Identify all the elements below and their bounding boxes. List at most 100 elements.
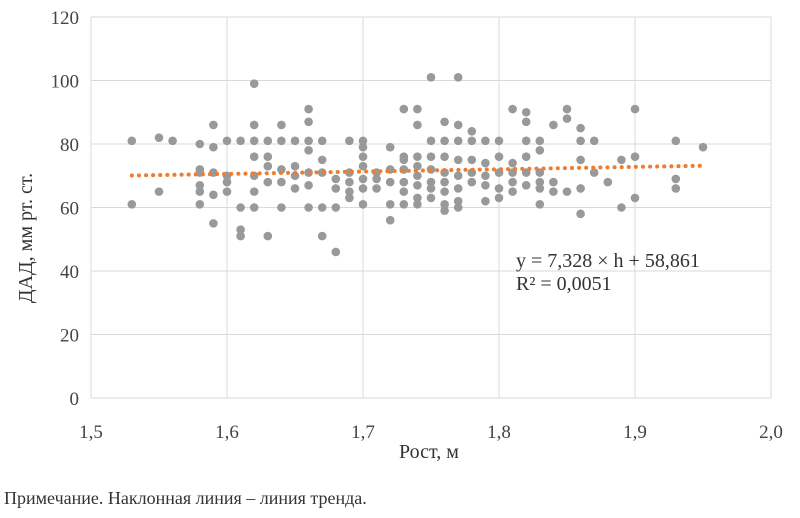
data-point [331,247,341,257]
data-point [453,136,463,146]
data-point [481,136,490,146]
data-point [426,136,436,146]
data-point [249,120,259,130]
data-point [290,161,300,171]
data-point [426,73,436,82]
data-point [481,196,490,206]
data-point [576,123,585,133]
data-point [630,152,640,161]
data-point [236,136,245,146]
data-point [372,184,381,193]
data-point [535,146,545,155]
data-point [209,219,218,228]
trendline-equation: y = 7,328 × h + 58,861 [516,250,700,272]
figure-note: Примечание. Наклонная линия – линия трен… [4,488,367,508]
data-point [535,168,545,177]
data-point [358,184,368,193]
y-axis-title: ДАД, мм рт. ст. [15,173,37,303]
data-point [236,231,245,241]
data-point [549,120,558,130]
data-point [521,136,531,146]
data-point [358,161,368,171]
data-point [358,174,368,184]
data-point [222,187,232,196]
data-point [521,117,531,127]
data-point [562,114,572,123]
data-point [535,200,545,209]
data-point [453,120,463,130]
data-point [249,203,259,212]
data-point [494,152,504,161]
trendline-path [129,163,705,178]
data-point [521,107,531,117]
data-points [127,73,708,257]
x-tick-label: 1,8 [487,422,511,443]
data-point [549,177,558,187]
data-point [399,104,409,114]
data-point [385,142,395,152]
data-point [440,187,449,196]
data-point [345,136,354,146]
data-point [521,180,531,190]
y-tick-label: 120 [51,8,80,29]
data-point [263,177,273,187]
data-point [304,136,313,146]
x-tick-label: 1,6 [215,422,239,443]
data-point [304,180,313,190]
data-point [154,133,164,142]
data-point [277,165,286,174]
data-point [576,209,585,219]
data-point [263,161,273,171]
data-point [494,193,504,203]
x-tick-label: 2,0 [759,422,783,443]
data-point [304,104,313,114]
data-point [331,203,341,212]
data-point [222,136,232,146]
data-point [481,158,490,168]
data-point [290,184,300,193]
data-point [508,177,517,187]
data-point [535,136,545,146]
scatter-chart: 1,5 1,6 1,7 1,8 1,9 2,0 0 20 40 60 80 100 120 y = 7… [15,8,783,463]
data-point [372,174,381,184]
data-point [426,193,436,203]
y-tick-label: 40 [60,262,79,283]
data-point [236,225,245,235]
data-point [399,200,409,209]
data-point [263,136,273,146]
data-point [263,152,273,161]
data-point [589,136,599,146]
data-point [453,73,463,82]
data-point [304,203,313,212]
y-tick-label: 100 [51,72,80,93]
data-point [413,161,422,171]
data-point [481,171,490,181]
x-axis-title: Рост, м [399,441,459,463]
data-point [222,177,232,187]
data-point [413,152,422,161]
data-point [209,190,218,200]
data-point [358,142,368,152]
data-point [440,206,449,215]
data-point [399,177,409,187]
data-point [249,136,259,146]
data-point [195,139,205,149]
y-tick-label: 20 [60,326,79,347]
x-tick-label: 1,7 [351,422,375,443]
data-point [494,184,504,193]
data-point [277,136,286,146]
data-point [426,152,436,161]
data-point [426,177,436,187]
data-point [671,136,681,146]
data-point [467,136,477,146]
data-point [453,196,463,206]
data-point [358,152,368,161]
data-point [630,104,640,114]
data-point [290,171,300,181]
data-point [317,155,327,165]
data-point [549,187,558,196]
data-point [236,203,245,212]
data-point [630,193,640,203]
x-axis-tick-labels: 1,5 1,6 1,7 1,8 1,9 2,0 [79,422,783,443]
data-point [481,180,490,190]
